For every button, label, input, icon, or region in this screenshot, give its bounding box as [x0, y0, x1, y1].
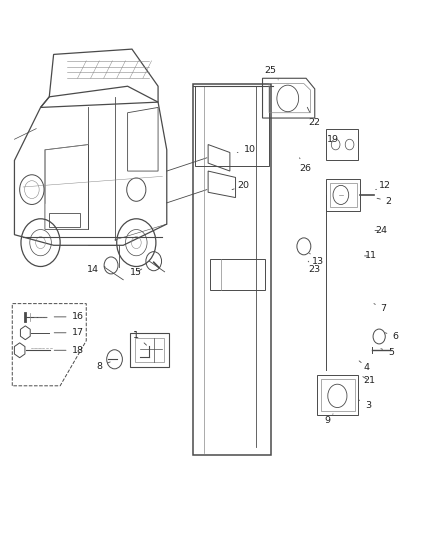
Text: 18: 18 — [54, 346, 84, 355]
Text: 9: 9 — [324, 414, 333, 425]
Text: 8: 8 — [96, 362, 110, 370]
Text: 6: 6 — [385, 332, 398, 341]
Text: 11: 11 — [364, 252, 376, 261]
Text: 7: 7 — [374, 304, 386, 313]
Text: 10: 10 — [237, 146, 255, 155]
Text: 22: 22 — [307, 107, 321, 127]
Text: 14: 14 — [87, 265, 105, 273]
Text: 13: 13 — [310, 253, 324, 265]
Text: 16: 16 — [54, 312, 84, 321]
Text: 15: 15 — [130, 268, 142, 277]
Text: 1: 1 — [133, 331, 146, 345]
Text: 23: 23 — [308, 261, 321, 273]
Text: 17: 17 — [54, 328, 84, 337]
Text: 3: 3 — [359, 400, 371, 410]
Text: 21: 21 — [363, 376, 375, 385]
Text: 5: 5 — [381, 348, 394, 357]
Text: 20: 20 — [232, 181, 249, 190]
Text: 26: 26 — [299, 158, 311, 173]
Text: 19: 19 — [327, 135, 339, 144]
Text: 2: 2 — [377, 197, 392, 206]
Text: 12: 12 — [376, 181, 391, 190]
Text: 25: 25 — [265, 66, 278, 80]
Text: 4: 4 — [359, 361, 370, 372]
Text: 24: 24 — [375, 226, 387, 235]
